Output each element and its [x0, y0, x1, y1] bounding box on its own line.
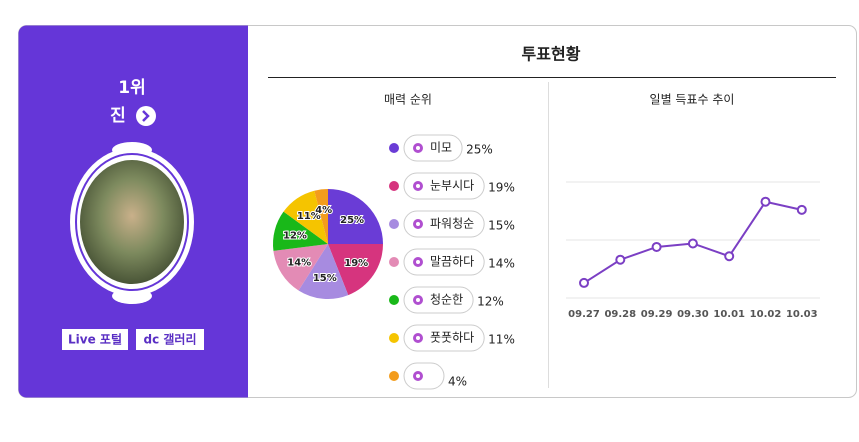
member-name: 진 [110, 106, 126, 126]
line-point [579, 277, 589, 288]
legend-pill[interactable] [403, 172, 485, 200]
legend-percent: 11% [488, 333, 515, 347]
legend-icon-dot [416, 336, 420, 340]
legend-pill[interactable] [403, 134, 463, 162]
legend-icon-dot [416, 222, 420, 226]
legend-label[interactable]: 청순한 [430, 293, 463, 307]
line-point [724, 251, 735, 262]
legend-icon-dot [416, 184, 420, 188]
portrait-frame [70, 142, 194, 304]
slice-label: 25% [340, 215, 364, 226]
legend-pill[interactable] [403, 362, 445, 390]
slice-label: 15% [313, 273, 337, 284]
x-tick-label: 09.30 [677, 309, 709, 320]
line-point [760, 196, 771, 207]
pie-slice [328, 244, 383, 296]
line-point [796, 204, 807, 215]
x-tick-label: 10.02 [750, 309, 782, 320]
legend-icon-dot [416, 146, 420, 150]
legend-pill[interactable] [403, 210, 485, 238]
legend-pill[interactable] [403, 248, 485, 276]
link-button[interactable] [62, 329, 128, 350]
legend-dot [389, 333, 399, 343]
panel-title: 투표현황 [522, 45, 581, 64]
slice-label: 11% [297, 211, 321, 222]
legend-percent: 14% [488, 257, 515, 271]
line-point [687, 238, 698, 249]
slice-label: 4% [315, 205, 332, 216]
legend-percent: 25% [466, 143, 493, 157]
link-button-text[interactable]: dc 갤러리 [143, 332, 196, 347]
link-button[interactable] [136, 329, 204, 350]
legend-label[interactable]: 미모 [430, 141, 452, 155]
slice-label: 19% [344, 258, 368, 269]
x-tick-label: 09.27 [568, 309, 600, 320]
pie-slice [314, 189, 328, 244]
legend-label[interactable]: 풋풋하다 [430, 331, 474, 345]
legend-label[interactable]: 말끔하다 [430, 255, 474, 269]
legend-dot [389, 143, 399, 153]
link-button-text[interactable]: Live 포털 [68, 332, 122, 347]
x-tick-label: 09.28 [604, 309, 636, 320]
legend-icon-dot [416, 260, 420, 264]
legend-dot [389, 257, 399, 267]
x-tick-label: 10.01 [713, 309, 745, 320]
slice-label: 12% [283, 231, 307, 242]
chart-title: 일별 득표수 추이 [650, 93, 735, 107]
pie-slice [283, 190, 328, 244]
legend-dot [389, 295, 399, 305]
slice-label: 14% [287, 257, 311, 268]
line-point [651, 241, 662, 252]
pie-slice [273, 211, 328, 251]
legend-percent: 15% [488, 219, 515, 233]
legend-percent: 4% [448, 375, 467, 389]
rank: 1위 [118, 78, 145, 98]
legend-dot [389, 219, 399, 229]
pie-slice [273, 244, 328, 291]
line-point [615, 254, 626, 265]
legend-label[interactable]: 파워청순 [430, 217, 474, 231]
profile-link[interactable] [136, 106, 156, 126]
legend-dot [389, 181, 399, 191]
x-tick-label: 09.29 [641, 309, 673, 320]
legend-percent: 19% [488, 181, 515, 195]
legend-pill[interactable] [403, 286, 474, 314]
chart-title: 매력 순위 [384, 93, 432, 107]
legend-label[interactable]: 눈부시다 [430, 179, 474, 193]
x-tick-label: 10.03 [786, 309, 818, 320]
legend-icon-dot [416, 298, 420, 302]
pie-slice [328, 189, 383, 244]
legend-icon-dot [416, 374, 420, 378]
legend-percent: 12% [477, 295, 504, 309]
legend-dot [389, 371, 399, 381]
pie-slice [298, 244, 349, 299]
legend-pill[interactable] [403, 324, 485, 352]
